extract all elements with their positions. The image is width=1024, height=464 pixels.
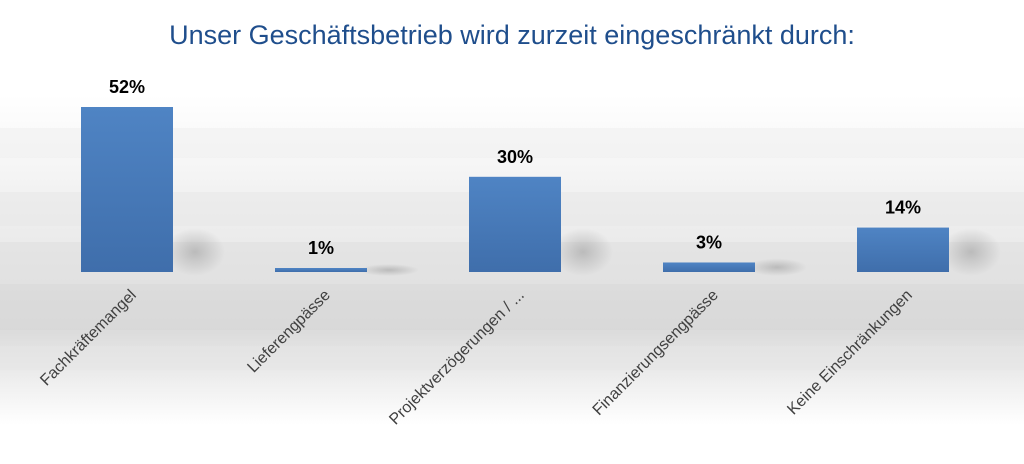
value-label: 30%	[497, 147, 533, 167]
bar	[275, 268, 367, 272]
band-4	[0, 284, 1024, 330]
value-labels-group: 52% 1% 30% 3% 14%	[109, 77, 921, 258]
bars-group	[81, 107, 949, 272]
chart-title: Unser Geschäftsbetrieb wird zurzeit eing…	[169, 20, 855, 50]
value-label: 1%	[308, 238, 334, 258]
bar-shadow	[747, 258, 807, 276]
bar	[663, 262, 755, 272]
bar-shadows	[165, 228, 1001, 276]
bar-shadow	[165, 228, 225, 276]
value-label: 3%	[696, 232, 722, 252]
bar	[469, 176, 561, 272]
bar-shadow	[553, 228, 613, 276]
value-label: 52%	[109, 77, 145, 97]
bar	[81, 107, 173, 272]
bar-shadow	[359, 264, 419, 276]
bar-shadow	[941, 228, 1001, 276]
bar	[857, 227, 949, 272]
value-label: 14%	[885, 198, 921, 218]
band-5	[0, 346, 1024, 370]
